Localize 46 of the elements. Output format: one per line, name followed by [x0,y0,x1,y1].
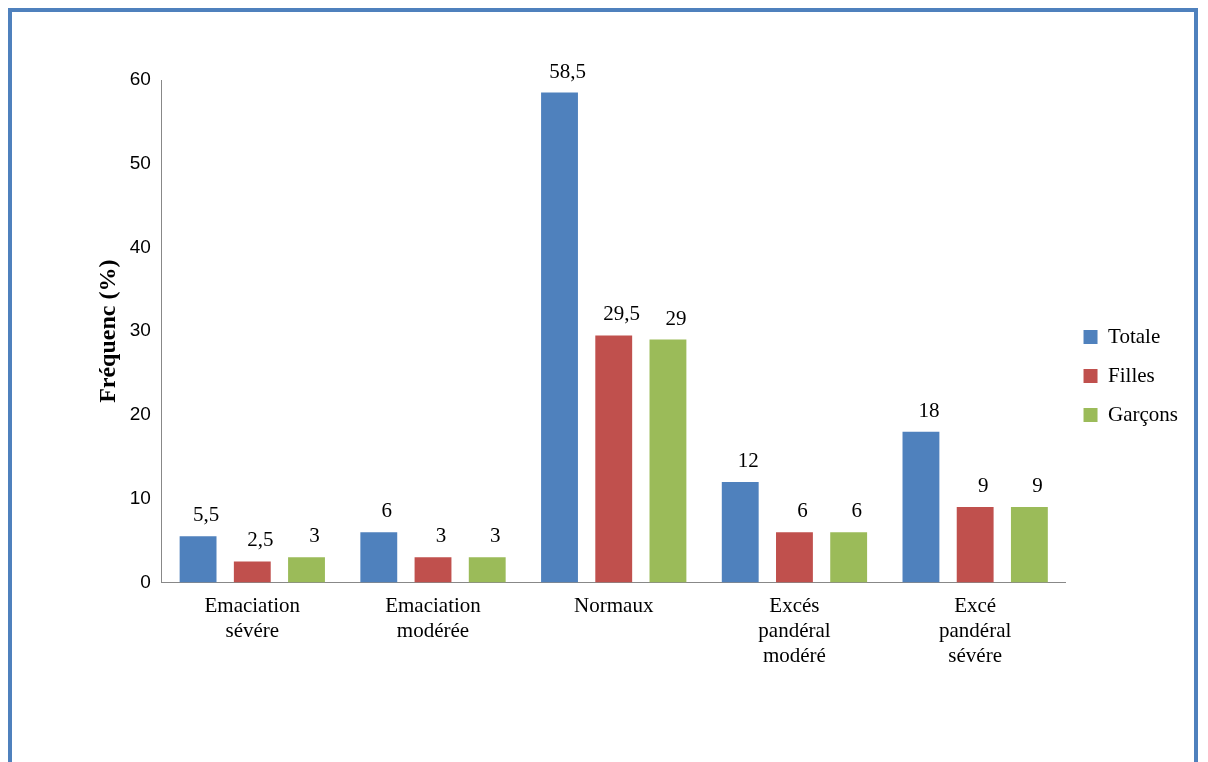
x-tick-label: Emaciation sévére [204,592,301,642]
bar [541,92,578,583]
bar [414,557,452,583]
y-tick-label: 30 [129,319,151,341]
data-label: 3 [489,523,501,548]
x-tick-label: Normaux [574,592,654,617]
data-label: 5,5 [192,502,220,527]
data-label: 6 [381,498,393,523]
bar [288,557,325,583]
bar [595,335,633,583]
legend-label: Filles [1108,362,1155,387]
y-axis-title: Fréquenc (%) [93,259,120,403]
y-tick-label: 20 [129,403,151,425]
bar [649,339,687,583]
bar [776,532,813,583]
data-label: 9 [1032,473,1043,498]
bar [179,536,217,583]
data-label: 18 [918,397,940,422]
y-tick-label: 50 [129,151,151,173]
bar [956,507,994,583]
x-tick-label: Emaciation modérée [385,592,482,642]
bar [233,561,271,583]
legend-label: Totale [1108,323,1161,348]
x-tick-label: Excés pandéral modéré [758,592,831,667]
bar [360,532,398,583]
bar [468,557,506,583]
y-tick-label: 60 [129,68,151,90]
data-label: 6 [851,498,862,523]
data-label: 29,5 [603,301,641,326]
data-label: 6 [797,498,808,523]
data-label: 58,5 [549,58,586,83]
y-tick-label: 40 [129,235,151,257]
bar [902,431,940,583]
legend-label: Garçons [1108,401,1179,426]
bar [721,481,759,583]
data-label: 9 [977,473,989,498]
data-label: 3 [435,523,447,548]
data-label: 12 [737,447,759,472]
y-tick-label: 10 [129,486,151,508]
bar [830,532,868,583]
y-tick-label: 0 [140,570,151,592]
data-label: 2,5 [247,527,274,552]
data-label: 29 [665,305,687,330]
bar [1010,507,1048,583]
x-tick-label: Excé pandéral sévére [939,592,1012,667]
data-label: 3 [309,523,320,548]
